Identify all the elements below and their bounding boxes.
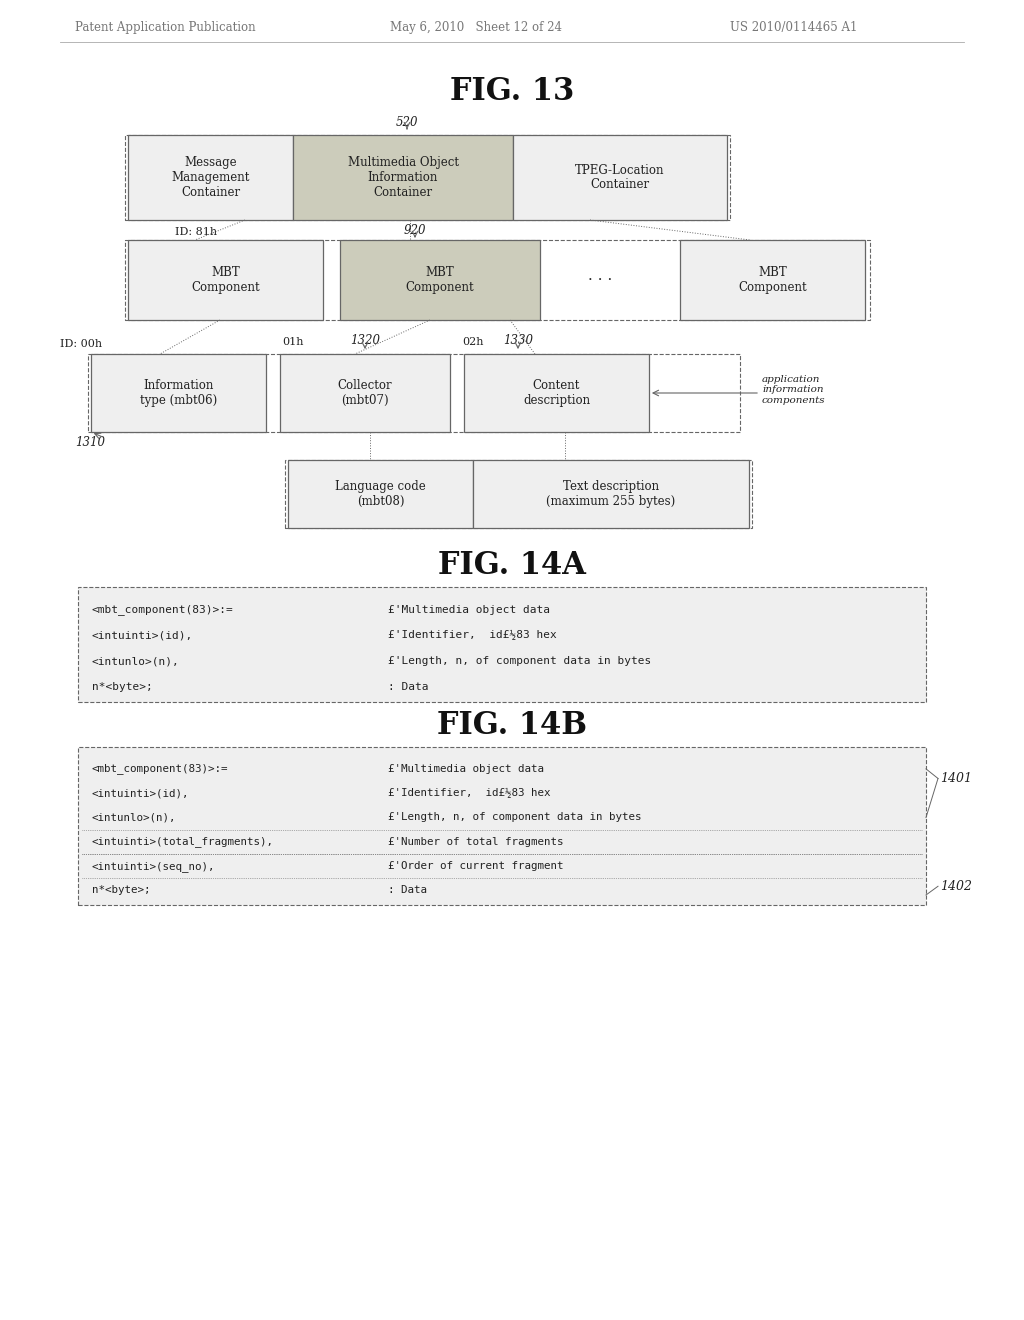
Text: May 6, 2010   Sheet 12 of 24: May 6, 2010 Sheet 12 of 24 — [390, 21, 562, 33]
Text: £'Multimedia object data: £'Multimedia object data — [388, 764, 544, 774]
Bar — [91, 354, 266, 432]
Bar — [78, 587, 926, 702]
Text: : Data: : Data — [388, 886, 427, 895]
Bar — [88, 354, 740, 432]
Text: · · ·: · · · — [588, 273, 612, 286]
Text: 1320: 1320 — [350, 334, 380, 346]
Text: Text description
(maximum 255 bytes): Text description (maximum 255 bytes) — [547, 480, 676, 508]
Text: MBT
Component: MBT Component — [406, 267, 474, 294]
Text: £'Order of current fragment: £'Order of current fragment — [388, 861, 563, 871]
Text: FIG. 14B: FIG. 14B — [437, 710, 587, 741]
Text: <intuinti>(id),: <intuinti>(id), — [92, 631, 194, 640]
Bar — [125, 240, 870, 319]
Text: Information
type (mbt06): Information type (mbt06) — [140, 379, 217, 407]
Bar — [513, 135, 727, 220]
Text: 01h: 01h — [282, 337, 303, 347]
Text: n*<byte>;: n*<byte>; — [92, 681, 153, 692]
Text: <intunlo>(n),: <intunlo>(n), — [92, 656, 180, 667]
Text: MBT
Component: MBT Component — [738, 267, 807, 294]
Text: £'Multimedia object data: £'Multimedia object data — [388, 605, 550, 615]
Text: <mbt_component(83)>:=: <mbt_component(83)>:= — [92, 763, 228, 775]
Text: £'Length, n, of component data in bytes: £'Length, n, of component data in bytes — [388, 656, 651, 667]
Text: Language code
(mbt08): Language code (mbt08) — [335, 480, 426, 508]
Text: £'Identifier,  id£½83 hex: £'Identifier, id£½83 hex — [388, 788, 551, 799]
Bar — [280, 354, 450, 432]
Text: FIG. 14A: FIG. 14A — [438, 550, 586, 582]
Bar — [285, 459, 752, 528]
Bar — [340, 240, 540, 319]
Text: <intuinti>(seq_no),: <intuinti>(seq_no), — [92, 861, 215, 871]
Bar — [288, 459, 473, 528]
Text: Collector
(mbt07): Collector (mbt07) — [338, 379, 392, 407]
Text: ID: 81h: ID: 81h — [175, 227, 217, 238]
Bar — [78, 747, 926, 906]
Text: 920: 920 — [403, 223, 426, 236]
Text: Multimedia Object
Information
Container: Multimedia Object Information Container — [347, 156, 459, 199]
Text: Content
description: Content description — [523, 379, 590, 407]
Bar — [128, 135, 293, 220]
Text: MBT
Component: MBT Component — [191, 267, 260, 294]
Bar — [473, 459, 749, 528]
Bar — [293, 135, 513, 220]
Text: 520: 520 — [395, 116, 418, 129]
Text: <intuinti>(id),: <intuinti>(id), — [92, 788, 189, 799]
Text: 1330: 1330 — [503, 334, 534, 346]
Text: £'Length, n, of component data in bytes: £'Length, n, of component data in bytes — [388, 813, 641, 822]
Text: Message
Management
Container: Message Management Container — [171, 156, 250, 199]
Text: ID: 00h: ID: 00h — [60, 339, 102, 348]
Text: Patent Application Publication: Patent Application Publication — [75, 21, 256, 33]
Text: TPEG-Location
Container: TPEG-Location Container — [575, 164, 665, 191]
Text: application
information
components: application information components — [762, 375, 825, 405]
Bar — [128, 240, 323, 319]
Text: n*<byte>;: n*<byte>; — [92, 886, 151, 895]
Text: FIG. 13: FIG. 13 — [450, 77, 574, 107]
Text: <intunlo>(n),: <intunlo>(n), — [92, 813, 176, 822]
Text: 02h: 02h — [462, 337, 483, 347]
Bar — [680, 240, 865, 319]
Text: £'Identifier,  id£½83 hex: £'Identifier, id£½83 hex — [388, 631, 557, 640]
Text: US 2010/0114465 A1: US 2010/0114465 A1 — [730, 21, 857, 33]
Text: : Data: : Data — [388, 681, 428, 692]
Text: <mbt_component(83)>:=: <mbt_component(83)>:= — [92, 605, 233, 615]
Bar — [464, 354, 649, 432]
Text: 1402: 1402 — [940, 879, 972, 892]
Text: £'Number of total fragments: £'Number of total fragments — [388, 837, 563, 847]
Bar — [125, 135, 730, 220]
Text: 1401: 1401 — [940, 772, 972, 785]
Text: <intuinti>(total_fragments),: <intuinti>(total_fragments), — [92, 837, 274, 847]
Text: 1310: 1310 — [75, 436, 105, 449]
